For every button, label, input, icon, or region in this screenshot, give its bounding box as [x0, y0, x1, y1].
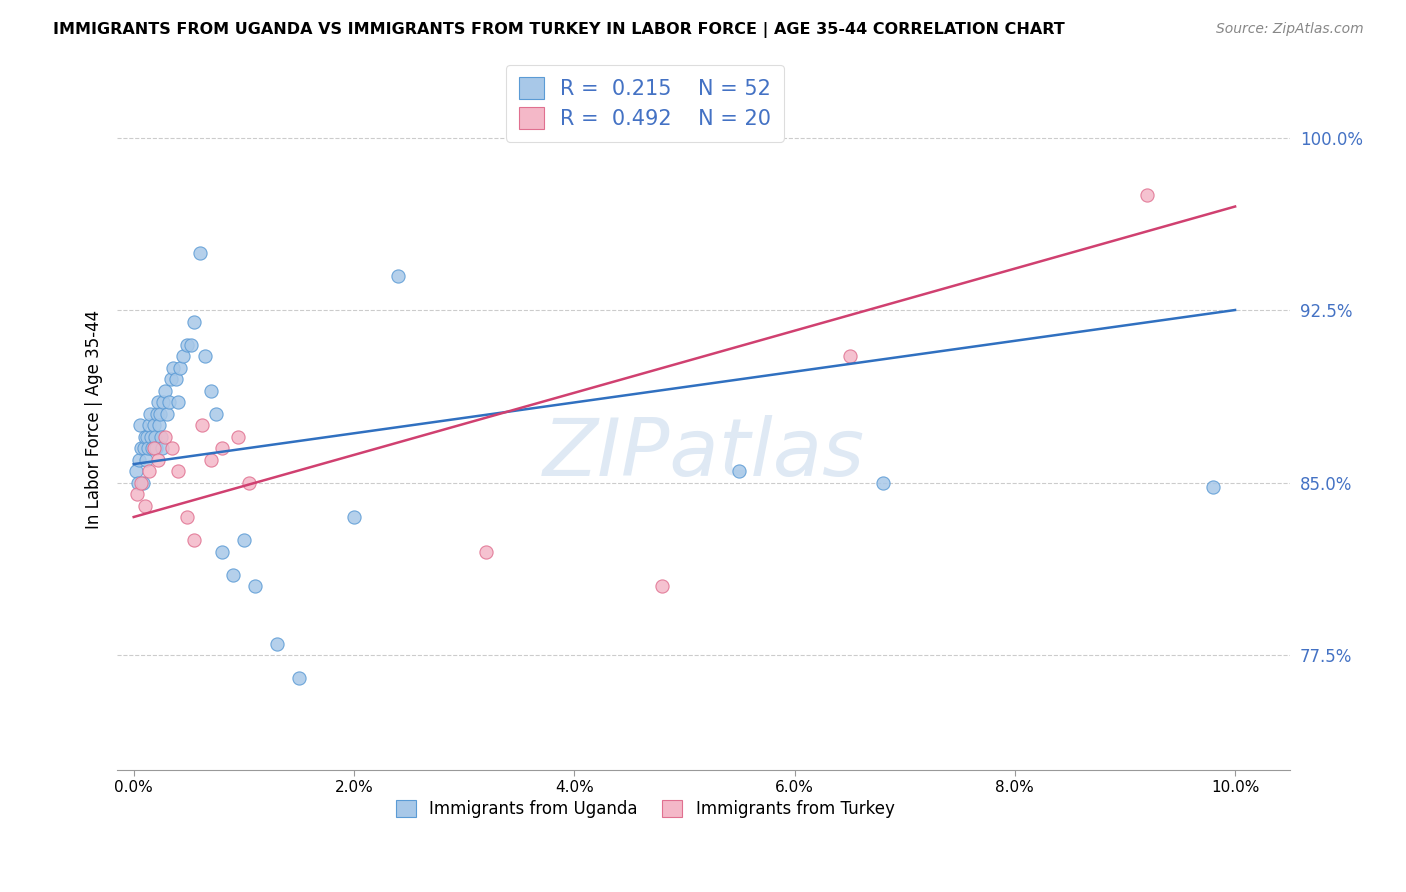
Point	[176, 510, 198, 524]
Point	[343, 510, 366, 524]
Point	[211, 441, 233, 455]
Point	[125, 487, 148, 501]
Point	[172, 349, 194, 363]
Text: IMMIGRANTS FROM UGANDA VS IMMIGRANTS FROM TURKEY IN LABOR FORCE | AGE 35-44 CORR: IMMIGRANTS FROM UGANDA VS IMMIGRANTS FRO…	[53, 22, 1066, 38]
Point	[143, 429, 166, 443]
Point	[128, 452, 150, 467]
Point	[125, 464, 148, 478]
Point	[200, 384, 222, 398]
Point	[728, 464, 751, 478]
Point	[132, 441, 155, 455]
Point	[134, 429, 156, 443]
Point	[142, 417, 165, 432]
Point	[135, 452, 157, 467]
Legend: Immigrants from Uganda, Immigrants from Turkey: Immigrants from Uganda, Immigrants from …	[389, 793, 901, 825]
Point	[166, 464, 188, 478]
Point	[157, 395, 180, 409]
Point	[228, 429, 250, 443]
Point	[211, 544, 233, 558]
Point	[153, 429, 176, 443]
Point	[475, 544, 498, 558]
Point	[183, 533, 205, 547]
Point	[131, 441, 153, 455]
Point	[146, 395, 169, 409]
Point	[205, 407, 228, 421]
Point	[266, 636, 288, 650]
Point	[176, 337, 198, 351]
Point	[162, 441, 184, 455]
Point	[169, 360, 191, 375]
Point	[1136, 188, 1159, 202]
Point	[200, 452, 222, 467]
Point	[139, 407, 162, 421]
Point	[165, 372, 187, 386]
Point	[288, 671, 311, 685]
Point	[141, 429, 163, 443]
Point	[156, 407, 179, 421]
Point	[148, 417, 170, 432]
Point	[135, 429, 157, 443]
Point	[232, 533, 254, 547]
Point	[134, 499, 156, 513]
Point	[127, 475, 149, 490]
Point	[153, 384, 176, 398]
Point	[238, 475, 260, 490]
Point	[188, 245, 211, 260]
Point	[129, 417, 152, 432]
Point	[160, 372, 183, 386]
Text: ZIPatlas: ZIPatlas	[543, 416, 865, 493]
Point	[162, 360, 184, 375]
Point	[387, 268, 409, 283]
Point	[146, 452, 169, 467]
Point	[243, 579, 266, 593]
Point	[1202, 480, 1225, 494]
Point	[872, 475, 894, 490]
Point	[838, 349, 860, 363]
Point	[651, 579, 673, 593]
Point	[142, 441, 165, 455]
Point	[183, 314, 205, 328]
Point	[141, 441, 163, 455]
Y-axis label: In Labor Force | Age 35-44: In Labor Force | Age 35-44	[86, 310, 103, 529]
Point	[166, 395, 188, 409]
Point	[138, 417, 160, 432]
Point	[152, 395, 174, 409]
Text: Source: ZipAtlas.com: Source: ZipAtlas.com	[1216, 22, 1364, 37]
Point	[194, 349, 217, 363]
Point	[149, 407, 172, 421]
Point	[191, 417, 214, 432]
Point	[180, 337, 202, 351]
Point	[145, 441, 167, 455]
Point	[131, 475, 153, 490]
Point	[136, 441, 159, 455]
Point	[138, 464, 160, 478]
Point	[131, 475, 153, 490]
Point	[150, 441, 173, 455]
Point	[222, 567, 245, 582]
Point	[150, 429, 173, 443]
Point	[146, 407, 169, 421]
